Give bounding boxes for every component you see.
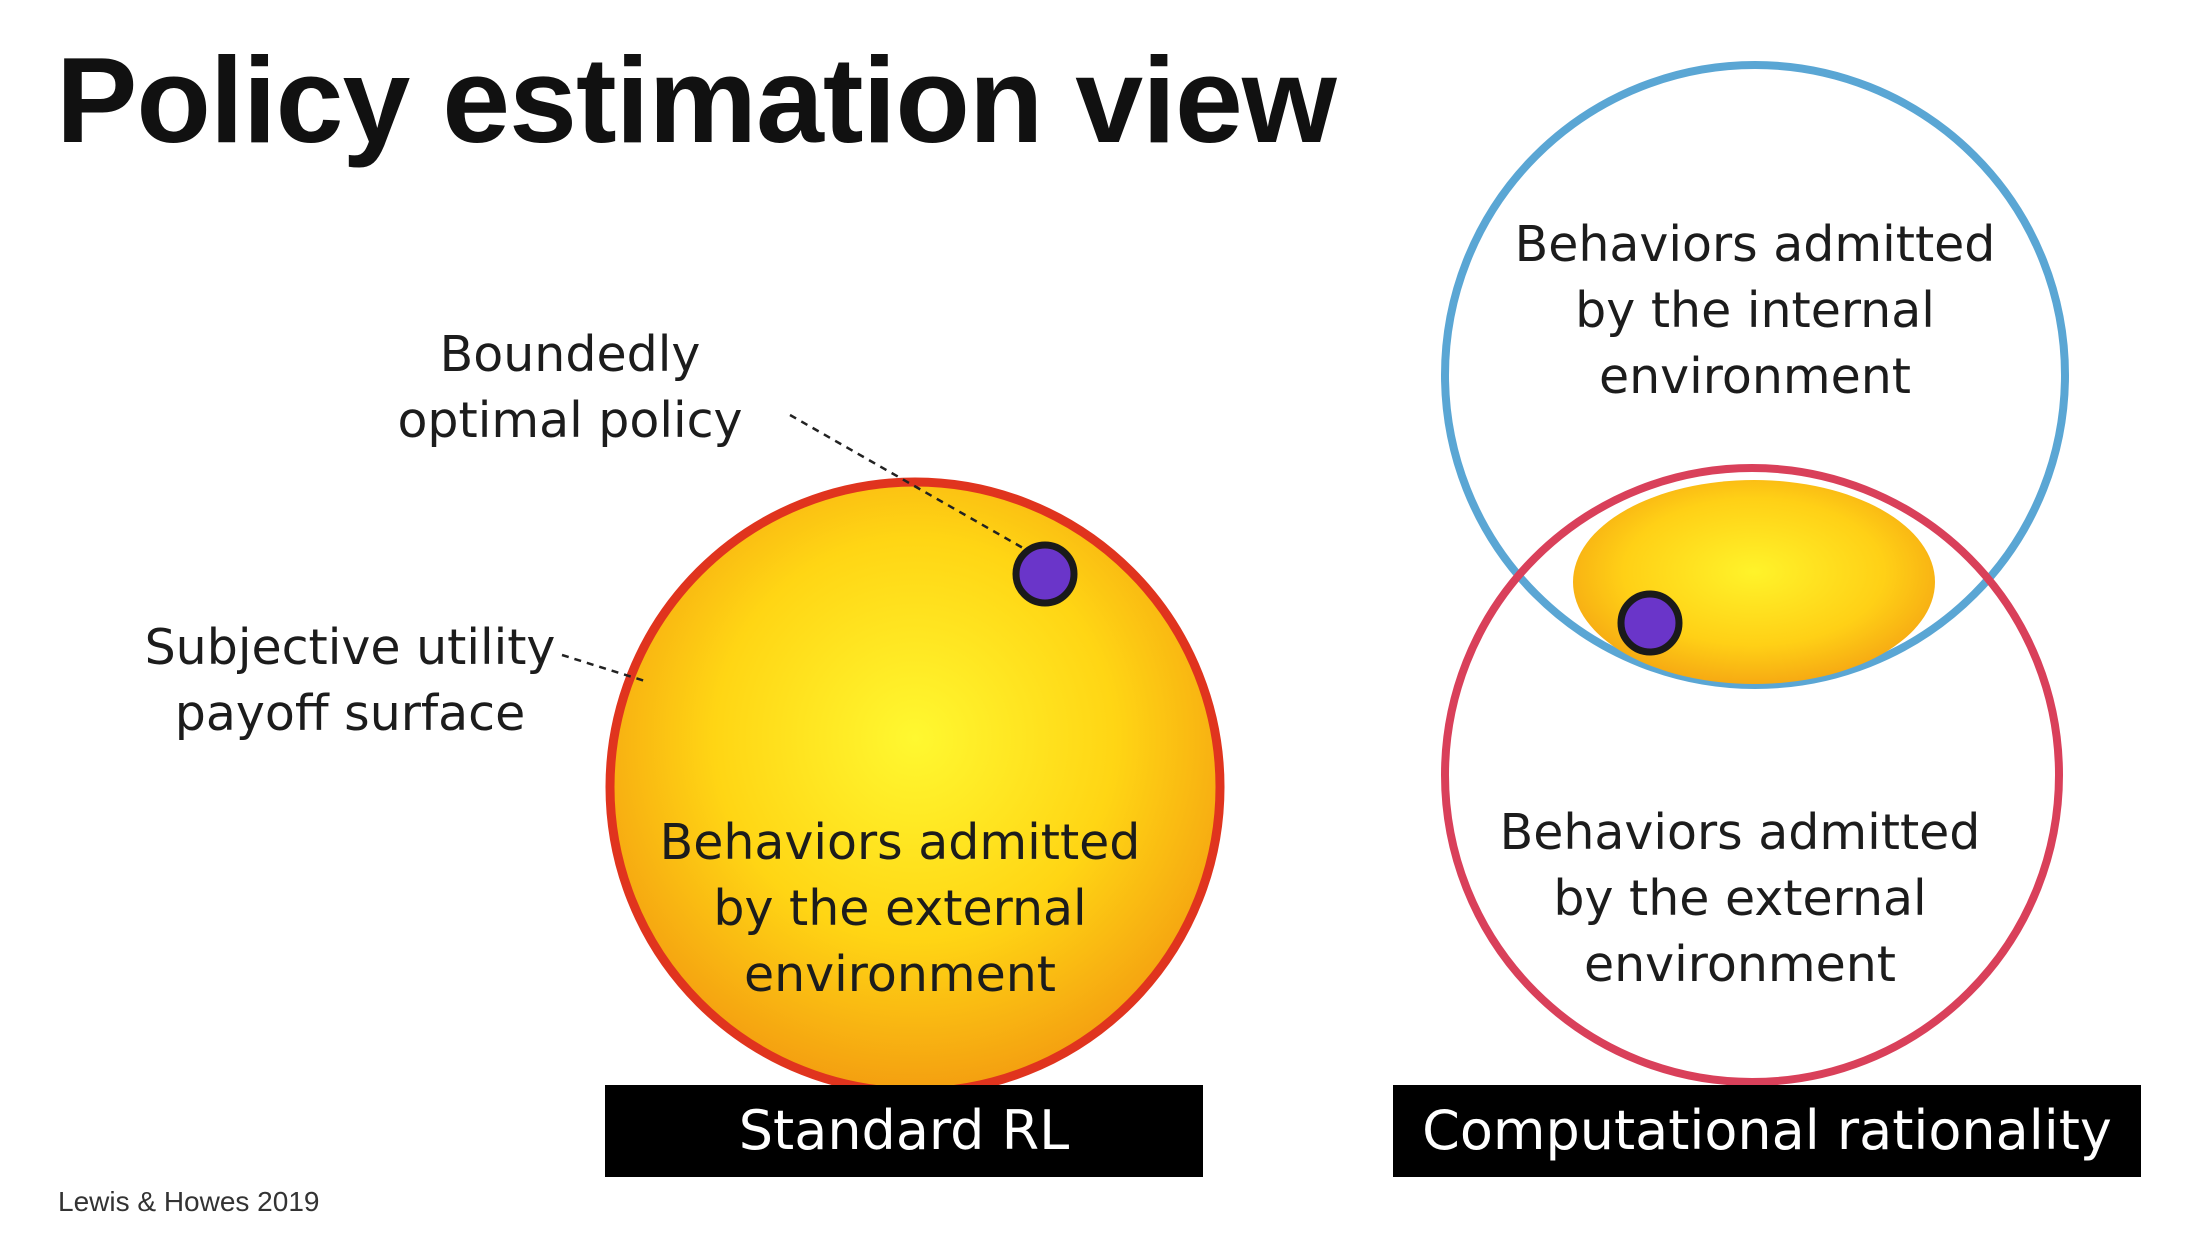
computational-rationality-policy-point xyxy=(1617,590,1683,656)
standard-rl-caption: Standard RL xyxy=(605,1085,1203,1177)
bounded-policy-label: Boundedly optimal policy xyxy=(397,326,743,449)
citation: Lewis & Howes 2019 xyxy=(58,1186,320,1217)
right-external-behaviors-label: Behaviors admitted by the external envir… xyxy=(1499,804,1981,993)
left-external-behaviors-label: Behaviors admitted by the external envir… xyxy=(659,814,1141,1003)
page-title: Policy estimation view xyxy=(56,32,1337,168)
external-environment-circle xyxy=(1441,464,2063,1086)
bounded-optimal-policy-point xyxy=(1012,541,1078,607)
intersection-utility-surface xyxy=(1573,480,1935,684)
computational-rationality-caption: Computational rationality xyxy=(1393,1085,2141,1177)
internal-environment-circle xyxy=(1441,61,2069,689)
utility-leader-line xyxy=(561,653,649,684)
internal-behaviors-label: Behaviors admitted by the internal envir… xyxy=(1514,216,1996,405)
policy-leader-line xyxy=(789,413,1024,550)
subjective-utility-label: Subjective utility payoff surface xyxy=(144,619,556,742)
